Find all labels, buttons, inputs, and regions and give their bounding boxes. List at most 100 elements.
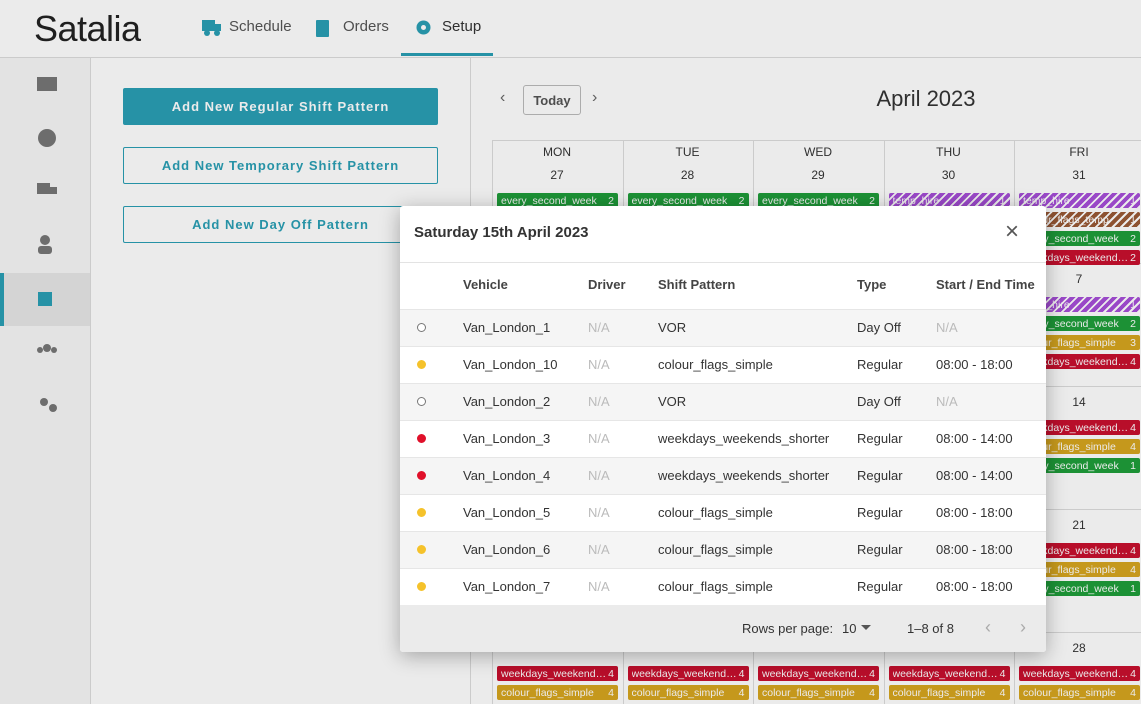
prev-month[interactable]: ‹ [500, 89, 506, 106]
table-cell: 08:00 - 14:00 [936, 431, 1013, 446]
day-dialog: Saturday 15th April 2023 × Vehicle Driver… [400, 206, 1046, 652]
event-count: 4 [738, 686, 745, 699]
day-name: MON [543, 145, 571, 159]
table-cell: Van_London_1 [463, 320, 551, 335]
table-cell: Regular [857, 542, 903, 557]
sidebar-icons[interactable] [36, 74, 58, 424]
event-count: 4 [1130, 686, 1136, 699]
event-chip[interactable]: temp_hire 1 [1019, 297, 1140, 312]
table-row[interactable] [400, 420, 1046, 457]
event-count: 4 [1130, 355, 1136, 368]
event-chip[interactable]: colour_flags_simple 4 [1019, 685, 1140, 700]
event-count: 1 [999, 194, 1006, 207]
table-cell: Day Off [857, 320, 901, 335]
table-row[interactable] [400, 383, 1046, 420]
table-cell: VOR [658, 320, 687, 335]
table-footer [400, 605, 1046, 652]
table-cell: 08:00 - 18:00 [936, 542, 1013, 557]
table-row[interactable] [400, 494, 1046, 531]
event-count: 2 [1130, 251, 1136, 264]
event-count: 4 [999, 667, 1006, 680]
table-cell: colour_flags_simple [658, 505, 773, 520]
status-dot [417, 360, 426, 369]
table-row[interactable] [400, 531, 1046, 568]
event-chip[interactable]: weekdays_weekends_shorter4 [1019, 354, 1140, 369]
today-button[interactable]: Today [523, 85, 581, 115]
table-cell: colour_flags_simple [658, 579, 773, 594]
table-cell: Regular [857, 431, 903, 446]
event-chip[interactable]: weekdays_weekends_shorter4 [1019, 543, 1140, 558]
table-row[interactable] [400, 309, 1046, 346]
table-cell: N/A [588, 394, 610, 409]
table-cell: Van_London_2 [463, 394, 551, 409]
add-temporary-button[interactable]: Add New Temporary Shift Pattern [123, 147, 438, 184]
event-chip[interactable]: colour_flags_temp 1 [1019, 212, 1140, 227]
event-chip[interactable]: every_second_week 2 [758, 193, 879, 208]
event-chip[interactable]: colour_flags_simple 3 [1019, 335, 1140, 350]
event-chip[interactable]: weekdays_weekends_shorter4 [627, 666, 749, 681]
event-chip[interactable]: weekdays_weekends_shorter4 [758, 666, 879, 681]
table-cell: Regular [857, 579, 903, 594]
event-chip[interactable]: weekdays_weekends_shorter2 [1019, 250, 1140, 265]
event-chip[interactable]: colour_flags_simple 4 [1019, 439, 1140, 454]
column-header: Type [857, 277, 887, 292]
table-cell: Day Off [857, 394, 901, 409]
table-cell: 08:00 - 18:00 [936, 579, 1013, 594]
table-cell: 08:00 - 18:00 [936, 505, 1013, 520]
table-row[interactable] [400, 346, 1046, 383]
divider [400, 262, 1046, 263]
tab-schedule[interactable]: Schedule [229, 18, 292, 35]
table-cell: colour_flags_simple [658, 542, 773, 557]
event-chip[interactable]: weekdays_weekends_shorter4 [1019, 666, 1140, 681]
table-cell: Van_London_6 [463, 542, 551, 557]
table-cell: 08:00 - 14:00 [936, 468, 1013, 483]
column-header: Driver [588, 277, 626, 292]
event-chip[interactable]: temp_hire 1 [888, 193, 1010, 208]
sidebar-active-bar [0, 273, 4, 326]
next-page[interactable]: › [1020, 617, 1026, 637]
event-count: 2 [869, 194, 875, 207]
tab-indicator [401, 53, 493, 56]
event-chip[interactable]: colour_flags_simple 4 [627, 685, 749, 700]
event-chip[interactable]: every_second_week 2 [627, 193, 749, 208]
logo[interactable]: Satalia [34, 8, 141, 49]
rows-per-page-select[interactable]: 10 [842, 621, 857, 636]
table-row[interactable] [400, 457, 1046, 494]
setup-icon [416, 20, 431, 35]
date-number: 14 [1072, 395, 1086, 409]
event-chip[interactable]: every_second_week 2 [1019, 231, 1140, 246]
add-regular-button[interactable]: Add New Regular Shift Pattern [123, 88, 438, 125]
table-cell: Regular [857, 468, 903, 483]
event-count: 4 [869, 667, 875, 680]
tab-orders[interactable]: Orders [343, 18, 389, 35]
table-cell: weekdays_weekends_shorter [658, 431, 830, 446]
event-chip[interactable]: temp_hire 1 [1019, 193, 1140, 208]
event-chip[interactable]: every_second_week 1 [1019, 458, 1140, 473]
event-count: 4 [999, 686, 1006, 699]
event-count: 4 [608, 667, 614, 680]
event-count: 4 [869, 686, 875, 699]
date-number: 27 [550, 168, 564, 182]
event-chip[interactable]: colour_flags_simple 4 [497, 685, 618, 700]
table-cell: N/A [588, 542, 610, 557]
event-chip[interactable]: colour_flags_simple 4 [1019, 562, 1140, 577]
table-row[interactable] [400, 568, 1046, 605]
prev-page[interactable]: ‹ [985, 617, 991, 637]
event-chip[interactable]: every_second_week 2 [1019, 316, 1140, 331]
table-cell: N/A [588, 579, 610, 594]
event-chip[interactable]: every_second_week 2 [497, 193, 618, 208]
status-dot [417, 397, 426, 406]
close-button[interactable]: × [1005, 218, 1020, 245]
event-chip[interactable]: weekdays_weekends_shorter4 [1019, 420, 1140, 435]
event-chip[interactable]: weekdays_weekends_shorter4 [888, 666, 1010, 681]
tab-setup[interactable]: Setup [442, 18, 482, 35]
date-number: 7 [1075, 272, 1083, 286]
event-chip[interactable]: colour_flags_simple 4 [758, 685, 879, 700]
event-count: 4 [1130, 440, 1136, 453]
event-count: 1 [1130, 459, 1136, 472]
event-chip[interactable]: weekdays_weekends_shorter4 [497, 666, 618, 681]
event-chip[interactable]: every_second_week 1 [1019, 581, 1140, 596]
event-chip[interactable]: colour_flags_simple 4 [888, 685, 1010, 700]
next-month[interactable]: › [592, 89, 598, 106]
